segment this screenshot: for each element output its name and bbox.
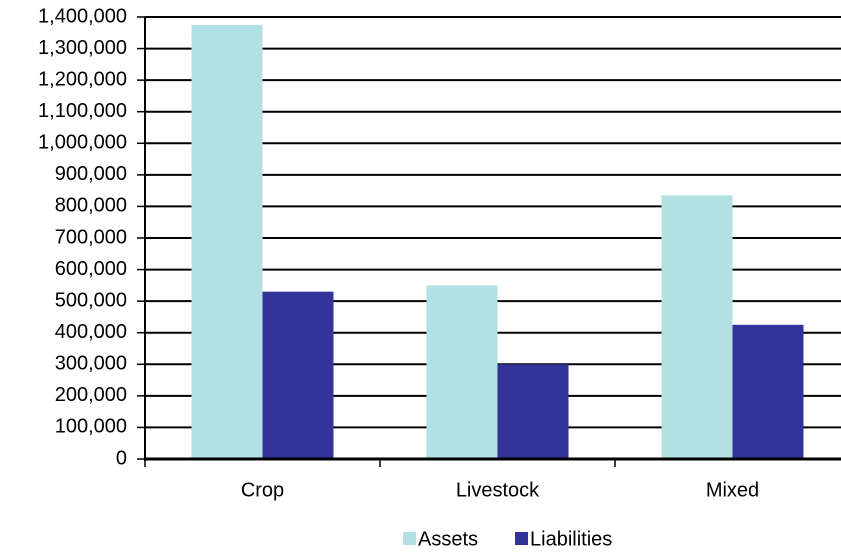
y-tick-label: 500,000	[55, 289, 127, 311]
x-tick-label: Mixed	[706, 479, 759, 501]
legend-label: Assets	[418, 528, 478, 550]
y-tick-label: 600,000	[55, 258, 127, 280]
bar	[191, 24, 263, 460]
y-tick-label: 700,000	[55, 226, 127, 248]
bar	[661, 195, 733, 459]
legend-swatch	[515, 532, 528, 545]
y-tick-label: 400,000	[55, 321, 127, 343]
y-tick-label: 1,000,000	[38, 132, 127, 154]
legend-label: Liabilities	[530, 528, 612, 550]
y-tick-label: 200,000	[55, 384, 127, 406]
y-tick-label: 1,300,000	[38, 37, 127, 59]
y-tick-label: 900,000	[55, 163, 127, 185]
x-tick-label: Crop	[241, 479, 284, 501]
legend-swatch	[403, 532, 416, 545]
y-tick-label: 0	[116, 447, 127, 469]
bar	[262, 291, 334, 459]
bar	[426, 285, 498, 459]
y-tick-label: 800,000	[55, 195, 127, 217]
y-tick-label: 1,200,000	[38, 68, 127, 90]
x-tick-label: Livestock	[456, 479, 540, 501]
y-tick-label: 1,400,000	[38, 5, 127, 27]
y-tick-label: 300,000	[55, 353, 127, 375]
y-tick-label: 100,000	[55, 416, 127, 438]
bar	[732, 324, 804, 459]
bar	[497, 364, 569, 459]
y-tick-label: 1,100,000	[38, 100, 127, 122]
